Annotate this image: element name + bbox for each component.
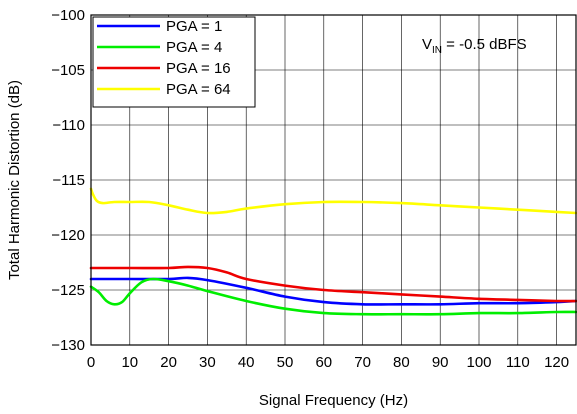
annotation-subscript: IN	[432, 45, 442, 56]
x-tick-label: 0	[87, 354, 95, 371]
x-tick-label: 50	[277, 354, 294, 371]
legend-label: PGA = 4	[166, 39, 222, 56]
series-line-pga-1	[89, 276, 577, 306]
x-tick-label: 90	[432, 354, 449, 371]
legend-label: PGA = 1	[166, 18, 222, 35]
plot-frame	[90, 14, 577, 346]
y-tick-label: −120	[51, 227, 85, 244]
y-tick-labels: −130 −125 −120 −115 −110 −105 −100	[51, 7, 85, 354]
annotation-vin: VIN = -0.5 dBFS	[422, 36, 527, 56]
x-tick-label: 110	[506, 354, 530, 371]
x-tick-label: 10	[121, 354, 138, 371]
x-tick-label: 30	[199, 354, 216, 371]
legend-label: PGA = 64	[166, 81, 231, 98]
x-tick-label: 20	[160, 354, 177, 371]
series-lines	[89, 187, 577, 316]
series-line-pga-4	[89, 277, 577, 316]
x-axis-label: Signal Frequency (Hz)	[259, 392, 408, 409]
y-tick-label: −125	[51, 282, 85, 299]
y-tick-label: −115	[52, 172, 85, 189]
series-line-pga-16	[89, 265, 577, 303]
x-tick-label: 80	[393, 354, 410, 371]
x-tick-label: 60	[315, 354, 332, 371]
y-tick-label: −100	[51, 7, 85, 24]
x-tick-label: 70	[354, 354, 371, 371]
legend-box	[92, 16, 256, 108]
x-tick-label: 100	[466, 354, 491, 371]
series-line-pga-64	[89, 187, 577, 215]
legend-label: PGA = 16	[166, 60, 231, 77]
y-axis-label: Total Harmonic Distortion (dB)	[6, 80, 23, 280]
annotation-value: = -0.5 dBFS	[442, 36, 527, 53]
x-tick-label: 120	[544, 354, 569, 371]
legend: PGA = 1 PGA = 4 PGA = 16 PGA = 64	[92, 16, 256, 108]
x-tick-label: 40	[238, 354, 255, 371]
annotation-v: V	[422, 36, 432, 53]
y-tick-label: −110	[52, 117, 85, 134]
y-tick-label: −130	[51, 337, 85, 354]
y-tick-label: −105	[51, 62, 85, 79]
x-tick-labels: 0 10 20 30 40 50 60 70 80 90 100 110 120	[87, 354, 569, 371]
